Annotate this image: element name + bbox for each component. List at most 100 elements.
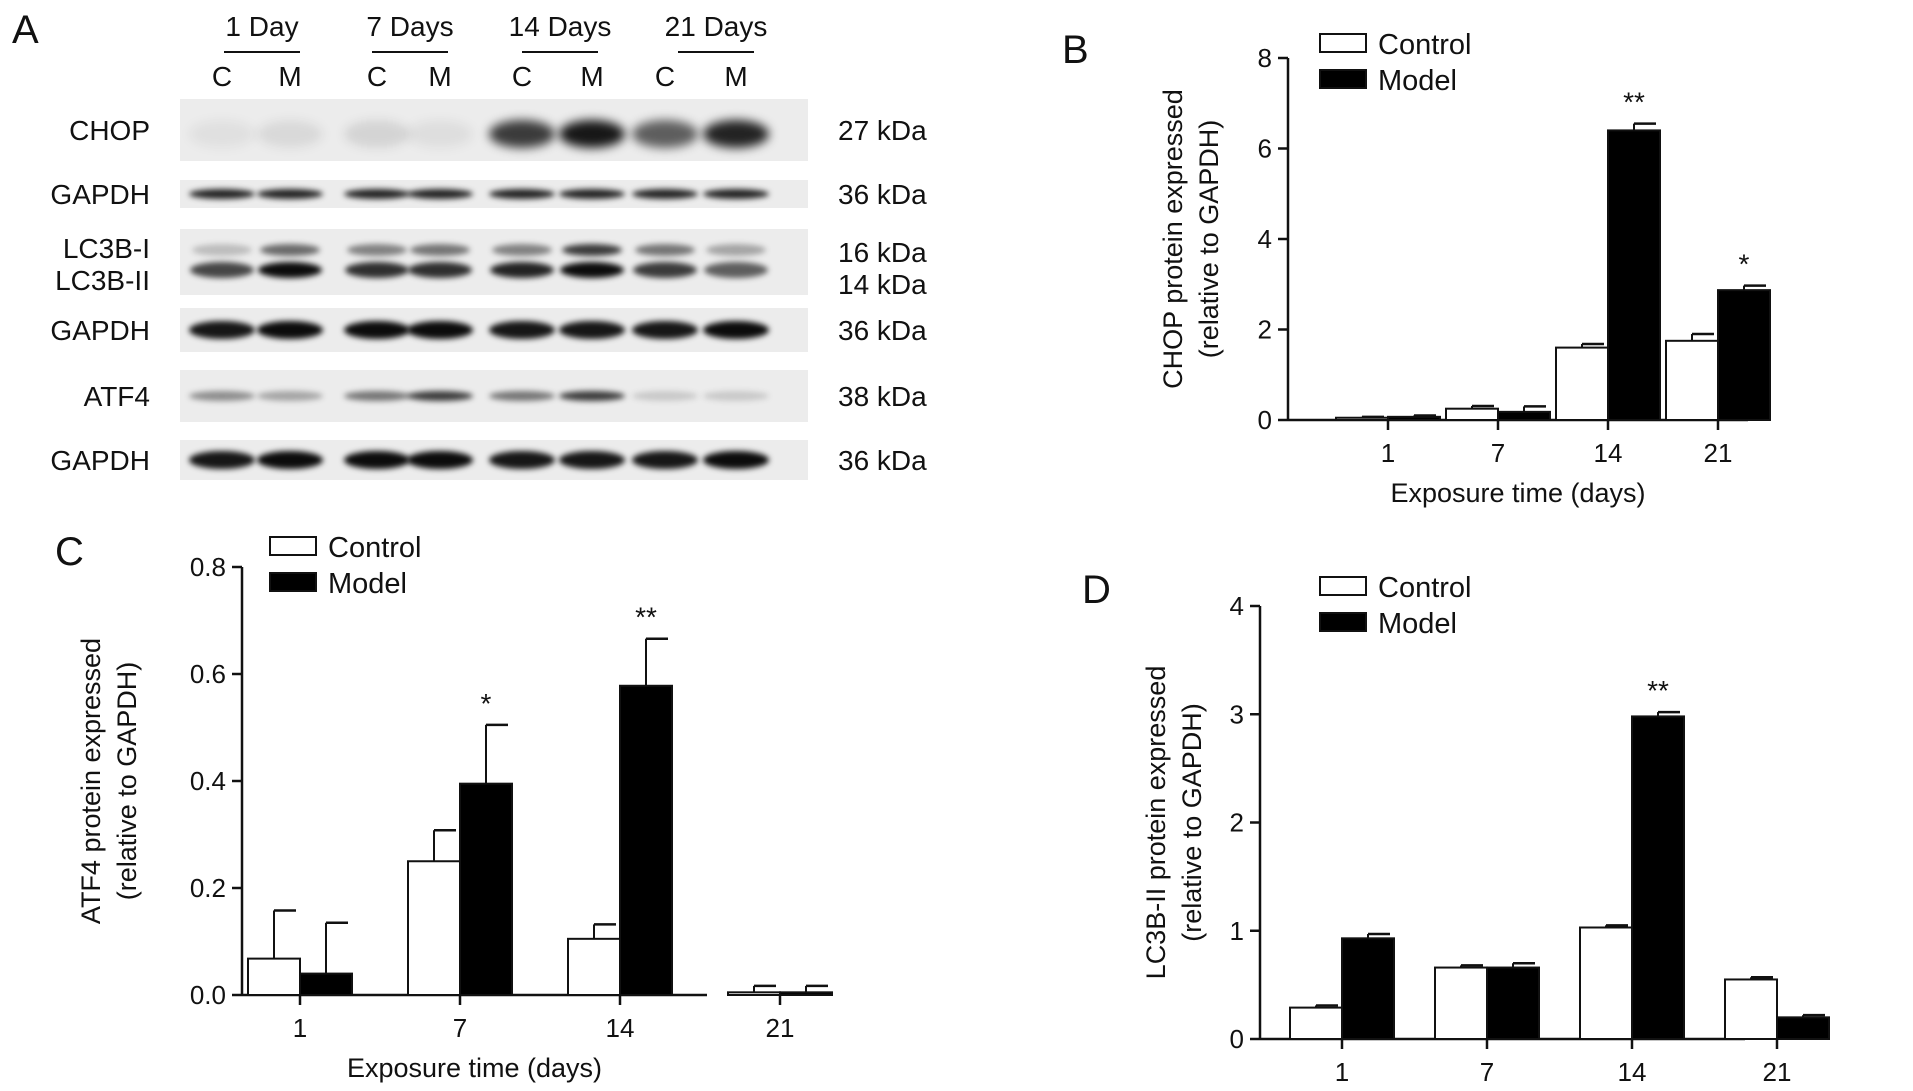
bar-model (1387, 415, 1441, 421)
blot-band-upper (410, 244, 470, 256)
chop-chart-svg: 0 2 4 6 8 1 7 ** 14 * 21 Exposure time (days) CHOP p… (1158, 29, 1771, 508)
blot-band-upper (706, 244, 766, 256)
x-tick-label: 1 (1335, 1057, 1349, 1087)
blot-band (489, 189, 555, 199)
blot-band (559, 451, 625, 469)
blot-kda-label: 38 kDa (838, 381, 927, 412)
bar-model (1717, 289, 1771, 421)
legend-label: Control (328, 532, 422, 564)
blot-lane-label: M (724, 61, 747, 92)
blot-row-label: GAPDH (50, 445, 150, 476)
blot-band (489, 321, 555, 339)
blot-timepoint-label: 14 Days (509, 11, 612, 42)
significance-label: * (1739, 249, 1750, 280)
bar-control (1555, 346, 1609, 422)
blot-band (344, 391, 410, 401)
blot-band (489, 451, 555, 469)
atf4-chart: 0.0 0.2 0.4 0.6 0.8 1 * 7 ** 14 21 Exposure time (d… (70, 505, 920, 1090)
blot-timepoint-label: 1 Day (225, 11, 298, 42)
blot-band (407, 120, 473, 148)
blot-lane-label: C (367, 61, 387, 92)
y-tick-label: 0.0 (190, 980, 226, 1010)
blot-band-lower (490, 262, 554, 278)
x-axis-title: Exposure time (days) (1390, 478, 1645, 508)
blot-band (559, 189, 625, 199)
y-tick-label: 6 (1258, 134, 1272, 164)
blot-lane-label: C (655, 61, 675, 92)
blot-band (559, 321, 625, 339)
bar-model (779, 991, 833, 997)
blot-row-label: GAPDH (50, 315, 150, 346)
blot-kda-label: 14 kDa (838, 269, 927, 300)
bar-control (1445, 407, 1499, 421)
blot-band (407, 451, 473, 469)
x-tick-label: 1 (293, 1013, 307, 1043)
y-tick-label: 3 (1230, 699, 1244, 729)
blot-band (489, 391, 555, 401)
blot-band (257, 321, 323, 339)
bar-model (1497, 410, 1551, 422)
blot-band-lower (704, 262, 768, 278)
blot-band (632, 120, 698, 148)
blot-band-lower (408, 262, 472, 278)
blot-band (407, 189, 473, 199)
blot-row-label: LC3B-II (55, 265, 150, 296)
blot-band (344, 120, 410, 148)
y-axis-title: ATF4 protein expressed (76, 638, 106, 924)
blot-band (189, 189, 255, 199)
panel-label-c: C (55, 530, 84, 574)
x-tick-label: 21 (1704, 438, 1733, 468)
legend-swatch (269, 536, 317, 556)
blot-band (632, 189, 698, 199)
legend-swatch (1319, 612, 1367, 632)
significance-label: ** (1623, 87, 1645, 118)
significance-label: * (481, 688, 492, 719)
bar-model (459, 782, 513, 996)
bar-control (1289, 1006, 1343, 1041)
significance-label: ** (635, 602, 657, 633)
western-blot-image: 1 Day 7 Days 14 Days 21 Days C M C M C M C M CHOP 27 … (50, 11, 927, 480)
panel-label-d: D (1082, 568, 1111, 612)
y-tick-label: 2 (1230, 808, 1244, 838)
bar-model (299, 972, 353, 997)
blot-band-upper (347, 244, 407, 256)
blot-band-lower (633, 262, 697, 278)
y-axis-title: LC3B-II protein expressed (1141, 666, 1171, 980)
y-axis-title: (relative to GAPDH) (112, 662, 142, 901)
bar-control (1434, 966, 1488, 1040)
blot-band-upper (492, 244, 552, 256)
panel-label-b: B (1062, 28, 1089, 72)
blot-row-label: ATF4 (84, 381, 150, 412)
bar-model (1341, 937, 1395, 1041)
blot-row-label: CHOP (69, 115, 150, 146)
bar-model (1607, 129, 1661, 422)
blot-lane-label: M (580, 61, 603, 92)
blot-band (489, 120, 555, 148)
blot-kda-label: 27 kDa (838, 115, 927, 146)
western-blot-panel: 1 Day 7 Days 14 Days 21 Days C M C M C M C M CHOP 27 … (0, 0, 960, 490)
y-tick-label: 0.2 (190, 873, 226, 903)
blot-band-upper (192, 244, 252, 256)
bar-model (1776, 1016, 1830, 1041)
blot-band (407, 321, 473, 339)
bar-control (247, 957, 301, 996)
blot-band (189, 451, 255, 469)
blot-band (703, 391, 769, 401)
blot-band-lower (190, 262, 254, 278)
blot-band-lower (345, 262, 409, 278)
legend-label: Model (328, 568, 407, 600)
legend-label: Model (1378, 608, 1457, 640)
bar-control (567, 937, 621, 997)
x-tick-label: 7 (1480, 1057, 1494, 1087)
blot-row-label: LC3B-I (63, 233, 150, 264)
chop-chart: 0 2 4 6 8 1 7 ** 14 * 21 Exposure time (days) CHOP p… (1120, 20, 1910, 560)
blot-lane-label: M (278, 61, 301, 92)
blot-band (559, 391, 625, 401)
legend-label: Control (1378, 572, 1472, 604)
bar-model (619, 684, 673, 997)
x-tick-label: 14 (606, 1013, 635, 1043)
blot-band (344, 451, 410, 469)
blot-row-label: GAPDH (50, 179, 150, 210)
blot-band (407, 391, 473, 401)
